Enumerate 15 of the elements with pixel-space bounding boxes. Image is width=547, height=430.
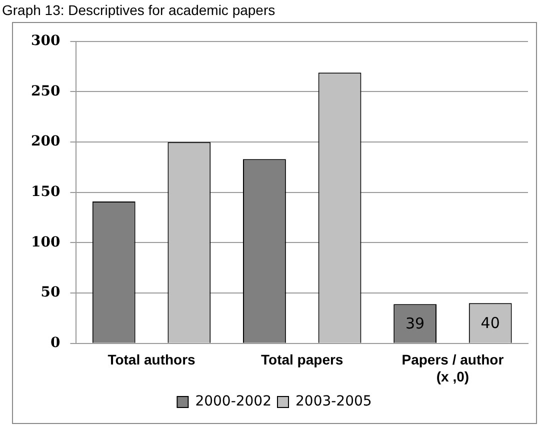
x-tick-label: Papers / author (x ,0) bbox=[402, 352, 504, 384]
y-tick-label: 0 bbox=[50, 335, 60, 352]
y-tick-label: 250 bbox=[30, 83, 60, 100]
y-tick-label: 100 bbox=[30, 234, 60, 250]
y-tick-label: 150 bbox=[30, 184, 60, 200]
data-label: 39 bbox=[406, 314, 425, 332]
y-tick-label: 300 bbox=[30, 33, 60, 50]
x-tick-label: Total papers bbox=[261, 352, 344, 368]
legend-label: 2000-2002 bbox=[195, 394, 272, 410]
y-tick-label: 50 bbox=[40, 284, 60, 301]
chart-title: Graph 13: Descriptives for academic papers bbox=[1, 1, 276, 20]
y-tick-label: 200 bbox=[30, 134, 60, 150]
x-tick-label: Total authors bbox=[108, 352, 196, 368]
data-label: 40 bbox=[480, 314, 500, 332]
legend-label: 2003-2005 bbox=[296, 394, 372, 410]
